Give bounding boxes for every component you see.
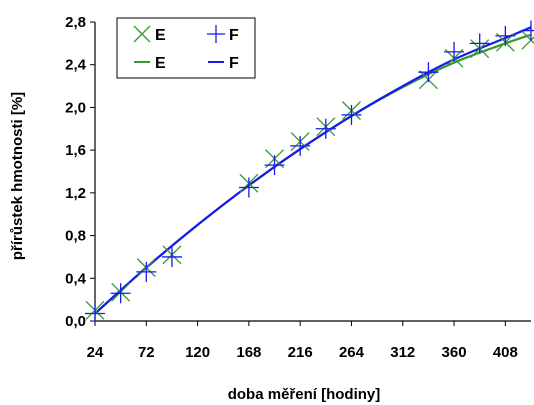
x-tick-label: 264 (339, 344, 365, 361)
marker-f (315, 118, 336, 139)
trend-line-f (94, 26, 532, 315)
x-tick-label: 408 (493, 344, 518, 361)
y-tick-label: 1,6 (65, 142, 86, 159)
marker-f (341, 104, 362, 125)
trend-lines (94, 26, 532, 315)
tick-labels: 0,0 0,4 0,8 1,2 1,6 2,0 2,4 2,8 24 72 120 168 216 264… (65, 14, 518, 361)
y-tick-label: 2,0 (65, 99, 86, 116)
legend-label-e: E (155, 27, 166, 44)
x-tick-label: 120 (185, 344, 210, 361)
marker-f (136, 261, 157, 282)
marker-f (469, 33, 490, 54)
x-tick-label: 72 (138, 344, 155, 361)
y-tick-label: 2,8 (65, 14, 86, 31)
y-tick-label: 2,4 (65, 57, 87, 74)
x-tick-label: 168 (236, 344, 261, 361)
y-axis-label: přírůstek hmotnosti [%] (9, 92, 26, 260)
legend-marker-f (207, 25, 225, 43)
marker-f (110, 283, 131, 304)
y-tick-label: 0,8 (65, 228, 86, 245)
marker-f (521, 20, 534, 41)
marker-f (495, 25, 516, 46)
legend-label-f: F (229, 27, 239, 44)
legend: E F E F (116, 17, 256, 79)
axes (90, 21, 531, 326)
marker-f (238, 177, 259, 198)
x-axis-label: doba měření [hodiny] (228, 386, 381, 403)
marker-f (444, 41, 465, 62)
legend-box (116, 17, 256, 79)
legend-label-f: F (229, 55, 239, 72)
y-tick-label: 1,2 (65, 185, 86, 202)
marker-f (85, 303, 105, 324)
data-markers (85, 20, 534, 324)
marker-f (161, 246, 182, 267)
marker-e (521, 30, 534, 50)
legend-label-e: E (155, 55, 166, 72)
marker-f (290, 135, 311, 156)
marker-f (418, 62, 439, 83)
marker-f (264, 155, 285, 176)
x-tick-label: 312 (390, 344, 415, 361)
x-tick-label: 216 (288, 344, 313, 361)
x-tick-label: 24 (87, 344, 104, 361)
y-tick-label: 0,0 (65, 313, 86, 330)
x-tick-label: 360 (442, 344, 467, 361)
y-tick-label: 0,4 (65, 270, 87, 287)
legend-marker-e (133, 25, 151, 43)
